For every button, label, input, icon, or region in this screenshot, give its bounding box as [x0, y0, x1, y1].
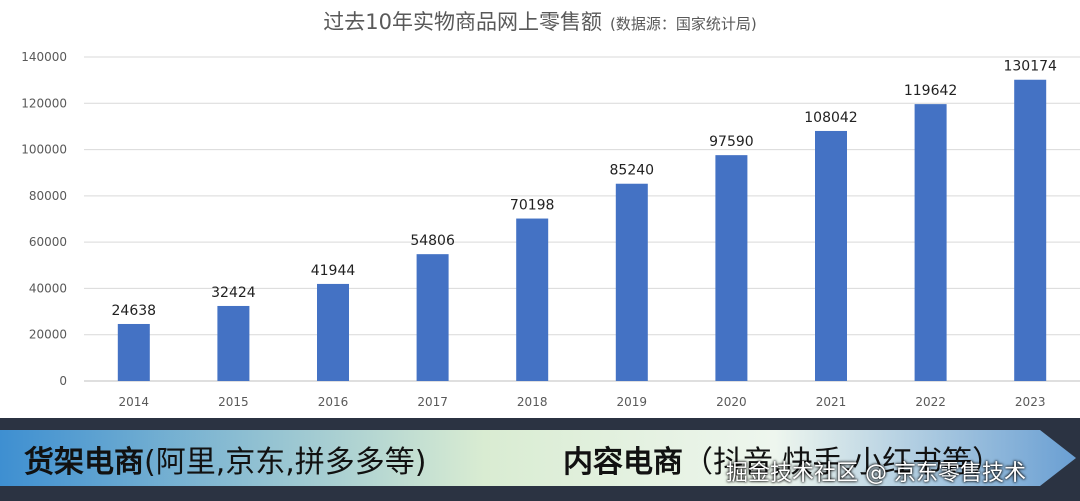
data-label: 97590 [709, 134, 754, 150]
shelf-ecommerce-label: 货架电商(阿里,京东,拼多多等) [24, 437, 426, 481]
chart-title: 过去10年实物商品网上零售额 (数据源：国家统计局) [323, 10, 756, 34]
x-tick-label: 2021 [816, 395, 847, 409]
x-axis-ticks: 2014 2015 2016 2017 2018 2019 2020 2021 2022 2023 [119, 395, 1046, 409]
data-label: 108042 [804, 110, 857, 126]
x-tick-label: 2014 [119, 395, 150, 409]
shelf-ecommerce-examples: (阿里,京东,拼多多等) [144, 445, 427, 480]
bar [914, 104, 947, 381]
y-tick-label: 140000 [21, 50, 67, 64]
y-tick-label: 120000 [21, 96, 67, 110]
y-tick-label: 40000 [29, 281, 67, 295]
data-label: 24638 [112, 303, 157, 319]
bar [217, 305, 250, 381]
bar-chart: 过去10年实物商品网上零售额 (数据源：国家统计局) 0 20000 40000 600… [21, 10, 1080, 409]
x-tick-label: 2015 [218, 395, 249, 409]
watermark: 掘金技术社区 @ 京东零售技术 [726, 461, 1026, 486]
y-tick-label: 60000 [29, 235, 67, 249]
x-tick-label: 2016 [318, 395, 349, 409]
data-label: 70198 [510, 198, 555, 214]
x-tick-label: 2018 [517, 395, 548, 409]
banner-arrow [0, 430, 1076, 486]
bar [1014, 79, 1047, 381]
x-tick-label: 2022 [915, 395, 946, 409]
chart-title-main: 过去10年实物商品网上零售额 [323, 10, 602, 34]
y-tick-label: 0 [59, 374, 67, 388]
x-tick-label: 2019 [617, 395, 648, 409]
bar [815, 130, 847, 381]
content-ecommerce-label: 内容电商（抖音,快手,小红书等） [563, 437, 1002, 481]
data-label: 119642 [904, 83, 957, 99]
data-label: 32424 [211, 285, 256, 301]
chart-title-source: (数据源：国家统计局) [610, 15, 757, 33]
content-ecommerce-title: 内容电商 [563, 445, 683, 480]
y-tick-label: 20000 [29, 328, 67, 342]
data-label: 85240 [610, 163, 655, 179]
data-label: 41944 [311, 263, 356, 279]
data-label: 130174 [1003, 59, 1057, 75]
chart-panel: 过去10年实物商品网上零售额 (数据源：国家统计局) 0 20000 40000 600… [0, 0, 1080, 418]
ecommerce-type-banner [0, 430, 1076, 486]
x-tick-label: 2023 [1015, 395, 1046, 409]
y-tick-label: 80000 [29, 189, 67, 203]
bar [117, 323, 150, 381]
y-tick-label: 100000 [21, 143, 67, 157]
x-tick-label: 2017 [417, 395, 448, 409]
bar [317, 283, 349, 381]
bar [516, 218, 549, 381]
shelf-ecommerce-title: 货架电商 [24, 445, 144, 480]
content-ecommerce-examples: （抖音,快手,小红书等） [683, 445, 1003, 480]
bar [615, 183, 648, 381]
gridlines [84, 56, 1080, 382]
x-tick-label: 2020 [716, 395, 747, 409]
data-label: 54806 [410, 233, 455, 249]
y-axis-ticks: 0 20000 40000 60000 80000 100000 120000 140000 [21, 50, 67, 388]
bar [416, 254, 449, 381]
data-labels: 24638 32424 41944 54806 70198 85240 97590 10804… [112, 59, 1057, 319]
bars [117, 79, 1047, 381]
bar [715, 155, 748, 381]
